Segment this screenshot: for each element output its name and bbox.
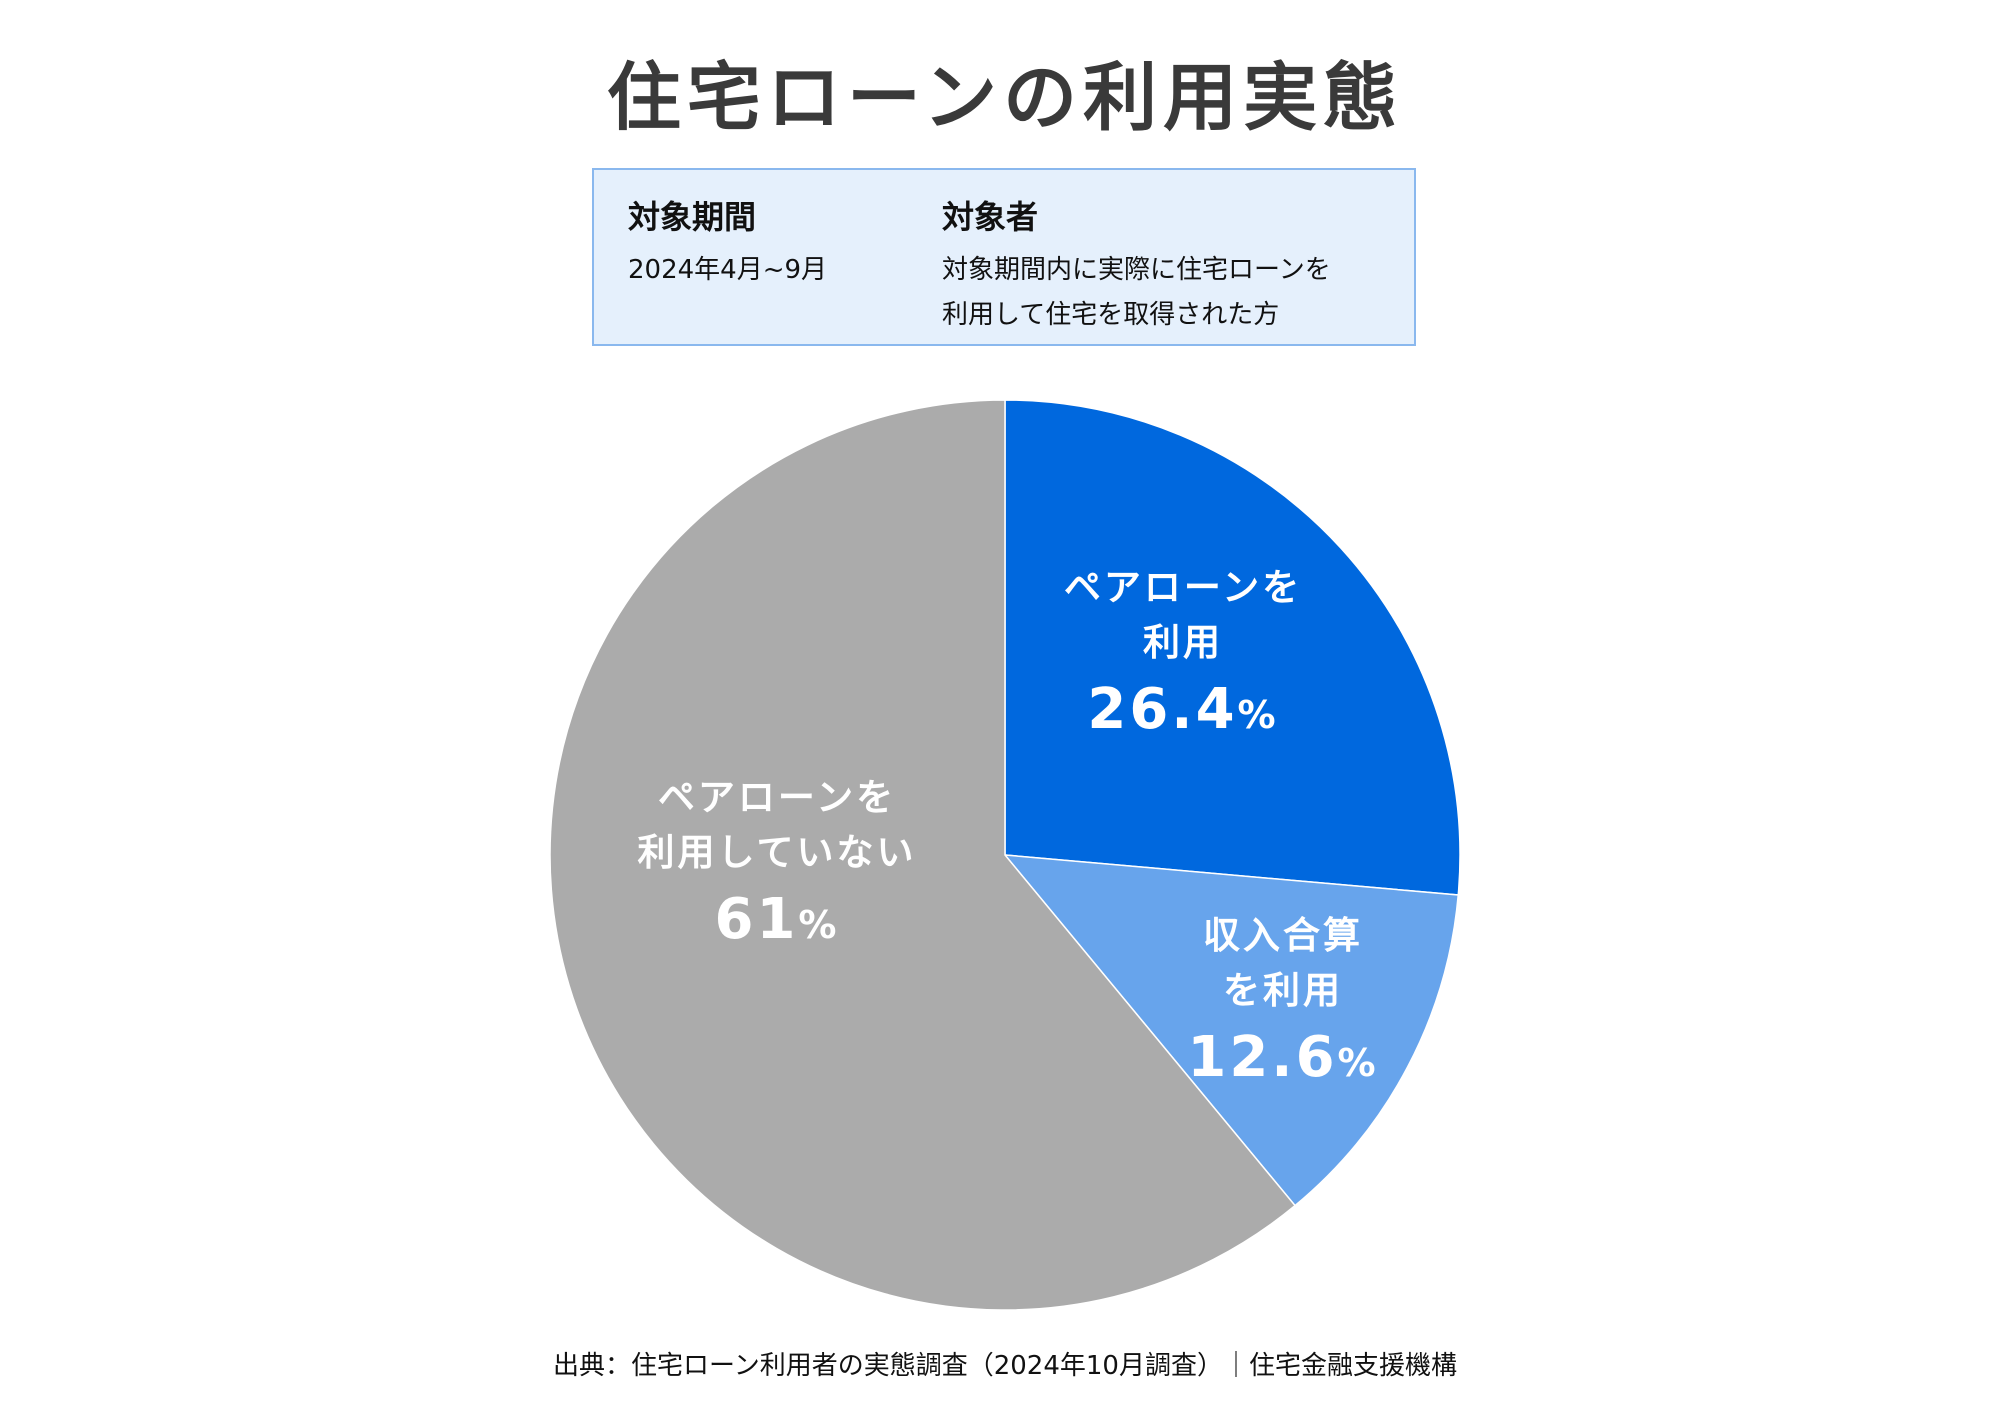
target-heading: 対象者 — [942, 198, 1039, 236]
target-description: 対象期間内に実際に住宅ローンを 利用して住宅を取得された方 — [942, 248, 1331, 338]
slice-label-line: ペアローンを — [657, 776, 897, 819]
value-number: 12.6 — [1187, 1025, 1338, 1090]
value-unit: % — [798, 903, 840, 947]
slice-label-pair-loan: ペアローンを 利用 26.4% — [1064, 560, 1302, 755]
target-line-1: 対象期間内に実際に住宅ローンを — [942, 255, 1331, 285]
slice-label-line: 利用していない — [637, 831, 917, 874]
source-footer: 出典：住宅ローン利用者の実態調査（2024年10月調査）｜住宅金融支援機構 — [553, 1351, 1457, 1381]
slice-label-line: を利用 — [1223, 969, 1343, 1012]
period-value: 2024年4月~9月 — [628, 255, 828, 285]
value-number: 61 — [714, 887, 799, 952]
slice-label-line: 利用 — [1143, 621, 1223, 664]
period-column: 対象期間 2024年4月~9月 — [628, 192, 827, 293]
survey-info-box: 対象期間 2024年4月~9月 対象者 対象期間内に実際に住宅ローンを 利用して住… — [592, 168, 1416, 346]
value-unit: % — [1337, 1041, 1379, 1085]
slice-label-income-combined: 収入合算 を利用 12.6% — [1187, 908, 1378, 1103]
target-line-2: 利用して住宅を取得された方 — [942, 300, 1280, 330]
pie-slice-0 — [1004, 399, 1461, 896]
slice-value: 26.4% — [1064, 670, 1302, 755]
value-number: 26.4 — [1087, 677, 1238, 742]
pie-slice-2 — [549, 399, 1297, 1311]
target-column: 対象者 対象期間内に実際に住宅ローンを 利用して住宅を取得された方 — [942, 192, 1331, 338]
period-heading: 対象期間 — [628, 198, 757, 236]
slice-label-line: ペアローンを — [1063, 566, 1303, 609]
chart-title: 住宅ローンの利用実態 — [606, 55, 1404, 141]
slice-value: 61% — [638, 880, 917, 965]
slice-value: 12.6% — [1187, 1018, 1378, 1103]
slice-label-no-pair-loan: ペアローンを 利用していない 61% — [638, 770, 917, 965]
value-unit: % — [1237, 693, 1279, 737]
slice-label-line: 収入合算 — [1203, 914, 1363, 957]
pie-slice-1 — [1003, 854, 1460, 1207]
